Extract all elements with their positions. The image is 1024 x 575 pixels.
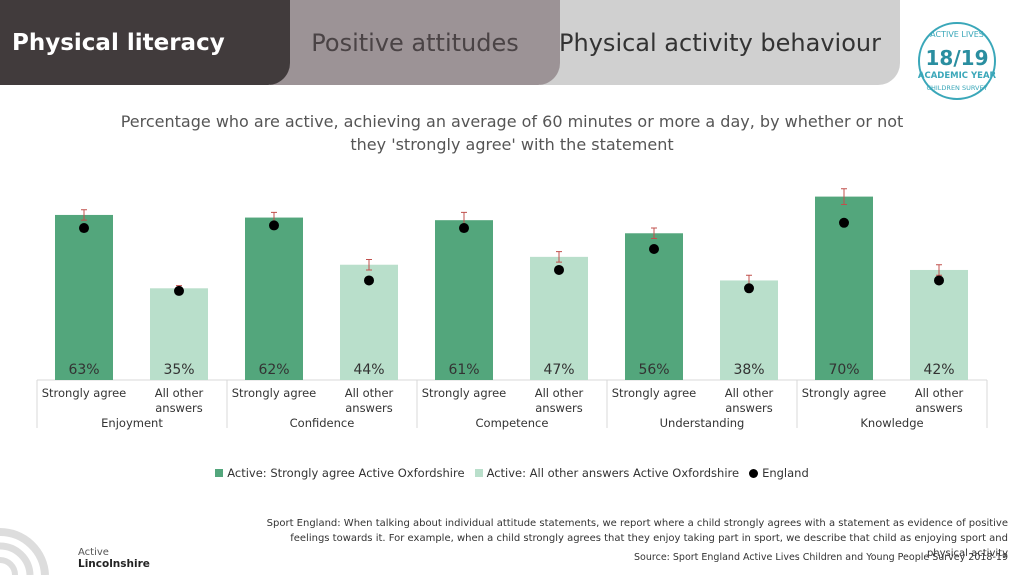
england-dot — [934, 275, 944, 286]
badge-ring — [918, 22, 996, 100]
error-bar — [366, 258, 372, 271]
legend-label: England — [762, 466, 809, 480]
data-label: 47% — [543, 362, 574, 378]
group-label: Enjoyment — [101, 416, 163, 430]
x-tick-label: Strongly agree — [231, 386, 317, 400]
legend-swatch — [749, 468, 759, 478]
error-bar — [81, 209, 87, 221]
tab[interactable]: Physical literacy — [0, 0, 290, 85]
bar — [625, 233, 683, 380]
legend-item: England — [749, 466, 809, 480]
england-dot — [554, 264, 564, 275]
england-dot — [79, 223, 89, 234]
group-label: Knowledge — [860, 416, 924, 430]
logo-text: Active — [78, 547, 109, 558]
decor — [0, 527, 49, 575]
england-dot — [364, 275, 374, 286]
chart: 63% 35% 62% 44% 61% 47% 56% 38% 70% 42% — [36, 188, 988, 428]
legend-label: Active: All other answers Active Oxfords… — [486, 466, 740, 480]
data-label: 38% — [733, 362, 764, 378]
england-dot — [839, 217, 849, 228]
bar — [530, 256, 588, 380]
x-tick-label: All other answers — [914, 386, 964, 415]
england-dot — [174, 285, 184, 296]
england-dot — [649, 244, 659, 254]
group-label: Understanding — [659, 416, 745, 430]
x-tick-label: All other answers — [724, 386, 774, 415]
bar — [910, 269, 968, 380]
legend-swatch — [215, 469, 224, 477]
bar — [150, 288, 208, 380]
data-label: 44% — [353, 362, 384, 378]
error-bar — [841, 188, 847, 205]
badge-text: ACADEMIC YEAR — [918, 71, 997, 81]
legend: Active: Strongly agree Active Oxfordshir… — [0, 466, 1024, 480]
legend-label: Active: Strongly agree Active Oxfordshir… — [227, 466, 465, 480]
error-bar — [651, 227, 657, 240]
error-bar — [556, 251, 562, 263]
data-label: 42% — [923, 362, 954, 378]
x-tick-label: Strongly agree — [421, 386, 507, 400]
group-label: Competence — [475, 416, 549, 430]
bar — [55, 214, 113, 380]
england-dot — [459, 223, 469, 234]
legend-swatch — [474, 469, 483, 477]
badge-text: ACTIVE LIVES — [930, 30, 984, 39]
bar — [720, 280, 778, 380]
legend-item: Active: All other answers Active Oxfords… — [474, 466, 740, 480]
tab[interactable]: Physical activity behaviour — [540, 0, 900, 85]
x-tick-label: All other answers — [154, 386, 204, 415]
england-dot — [269, 220, 279, 231]
group-label: Confidence — [289, 416, 355, 430]
data-label: 56% — [638, 362, 669, 378]
error-bar — [936, 264, 942, 276]
data-label: 61% — [448, 362, 479, 378]
england-dot — [744, 283, 754, 294]
badge: ACTIVE LIVES 18/19 ACADEMIC YEAR CHILDRE… — [918, 22, 997, 100]
x-tick-label: Strongly agree — [801, 386, 887, 400]
legend-item: Active: Strongly agree Active Oxfordshir… — [215, 466, 465, 480]
data-label: 63% — [68, 362, 99, 378]
bar — [245, 217, 303, 380]
bar — [435, 220, 493, 380]
data-label: 35% — [163, 362, 194, 378]
chart-title: Percentage who are active, achieving an … — [120, 112, 904, 154]
data-label: 62% — [258, 362, 289, 378]
data-label: 70% — [828, 362, 859, 378]
x-tick-label: Strongly agree — [41, 386, 127, 400]
x-tick-label: Strongly agree — [611, 386, 697, 400]
tab[interactable]: Positive attitudes — [270, 0, 560, 85]
x-tick-label: All other answers — [344, 386, 394, 415]
logo-text: Lincolnshire — [78, 558, 150, 570]
badge-year: 18/19 — [926, 46, 989, 70]
source: Source: Sport England Active Lives Child… — [634, 552, 1008, 563]
footnote: Sport England: When talking about indivi… — [266, 518, 1008, 559]
badge-text: CHILDREN SURVEY — [926, 84, 987, 92]
x-tick-label: All other answers — [534, 386, 584, 415]
